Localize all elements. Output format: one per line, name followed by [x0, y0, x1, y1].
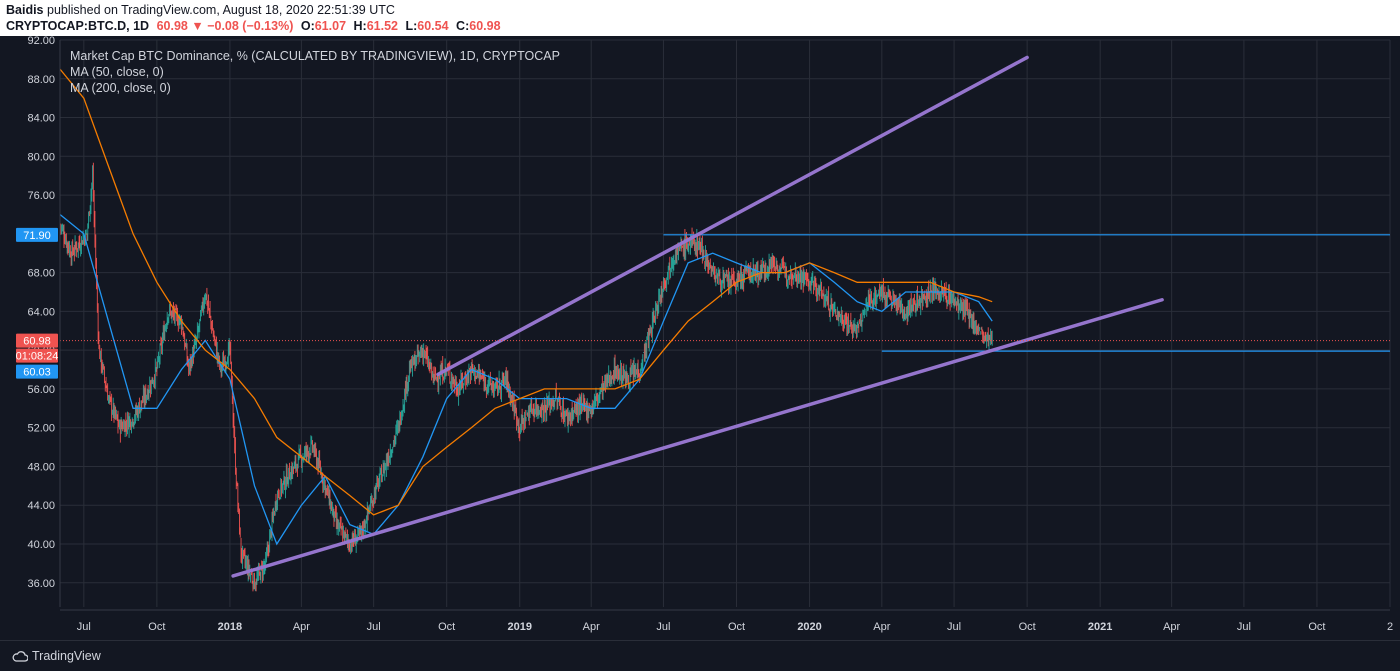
x-tick-label: Apr	[1163, 621, 1180, 633]
legend-ma200[interactable]: MA (200, close, 0)	[70, 81, 171, 95]
footer: TradingView	[0, 640, 1400, 671]
price-change: −0.08 (−0.13%)	[207, 19, 294, 33]
price-tag-label: 71.90	[23, 230, 51, 242]
x-tick-label: Oct	[728, 621, 745, 633]
open-value: 61.07	[314, 19, 347, 33]
author-name[interactable]: Baidis	[6, 3, 44, 17]
y-tick-label: 84.00	[27, 113, 55, 125]
chart-legend: Market Cap BTC Dominance, % (CALCULATED …	[70, 48, 560, 96]
price-chart[interactable]: 92.0088.0084.0080.0076.0072.0068.0064.00…	[0, 36, 1400, 640]
x-tick-label: Apr	[293, 621, 310, 633]
close-value: 60.98	[469, 19, 501, 33]
high-label: H:	[353, 19, 367, 33]
x-tick-label: Oct	[148, 621, 165, 633]
down-arrow-icon: ▼	[191, 19, 204, 33]
x-tick-label: 2	[1387, 621, 1393, 633]
x-axis[interactable]: Jul Oct 2018 Apr Jul Oct 2019 Apr Jul Oct 2020 Apr J…	[60, 609, 1393, 633]
legend-ma50[interactable]: MA (50, close, 0)	[70, 65, 164, 79]
chart-background	[0, 36, 1400, 640]
y-tick-label: 76.00	[27, 190, 55, 202]
chart-area[interactable]: 92.0088.0084.0080.0076.0072.0068.0064.00…	[0, 36, 1400, 640]
y-tick-label: 68.00	[27, 268, 55, 280]
x-tick-label: Jul	[77, 621, 91, 633]
ma200-line	[59, 68, 993, 516]
x-tick-label: Apr	[583, 621, 600, 633]
x-tick-label: Jul	[947, 621, 961, 633]
x-tick-label: Jul	[367, 621, 381, 633]
y-tick-label: 44.00	[27, 500, 55, 512]
price-tag-bg	[16, 227, 58, 242]
quote-line: CRYPTOCAP:BTC.D, 1D 60.98 ▼ −0.08 (−0.13…	[6, 19, 501, 33]
price-tag-bg	[16, 333, 58, 348]
trend-line	[231, 298, 1164, 578]
price-tag-label: 60.03	[23, 367, 51, 379]
x-tick-label: Oct	[438, 621, 455, 633]
x-tick-label: Jul	[1237, 621, 1251, 633]
price-tag-label: 60.98	[23, 336, 51, 348]
price-tag-bg	[16, 364, 58, 379]
y-tick-label: 52.00	[27, 423, 55, 435]
tradingview-logo[interactable]: TradingView	[12, 649, 101, 663]
x-tick-label: Apr	[873, 621, 890, 633]
y-tick-label: 56.00	[27, 384, 55, 396]
y-tick-label: 92.00	[27, 36, 55, 47]
grid-lines	[60, 39, 1391, 607]
y-tick-label: 36.00	[27, 578, 55, 590]
symbol-label[interactable]: CRYPTOCAP:BTC.D, 1D	[6, 19, 150, 33]
price-tag: 71.90	[16, 227, 58, 242]
x-tick-label: 2020	[797, 621, 821, 633]
x-tick-label: Oct	[1019, 621, 1036, 633]
y-tick-label: 64.00	[27, 306, 55, 318]
y-tick-label: 48.00	[27, 461, 55, 473]
drawings[interactable]	[60, 55, 1390, 578]
low-value: 60.54	[417, 19, 449, 33]
price-tag-bg	[16, 348, 58, 363]
publish-info: published on TradingView.com, August 18,…	[47, 3, 395, 17]
x-tick-label: 2021	[1088, 621, 1112, 633]
low-label: L:	[405, 19, 418, 33]
y-tick-label: 88.00	[27, 74, 55, 86]
price-tag-label: 01:08:24	[16, 351, 59, 363]
x-tick-label: 2018	[218, 621, 242, 633]
tradingview-brand: TradingView	[32, 649, 101, 663]
price-tag: 01:08:24	[16, 348, 59, 363]
y-tick-label: 80.00	[27, 151, 55, 163]
high-value: 61.52	[366, 19, 398, 33]
tradingview-cloud-icon	[12, 651, 28, 662]
legend-title[interactable]: Market Cap BTC Dominance, % (CALCULATED …	[70, 49, 560, 63]
x-tick-label: Oct	[1308, 621, 1325, 633]
price-tag: 60.98	[16, 333, 58, 348]
price-tag: 60.03	[16, 364, 58, 379]
publish-header: Baidis published on TradingView.com, Aug…	[0, 0, 1400, 36]
open-label: O:	[300, 19, 315, 33]
trend-line	[436, 55, 1029, 377]
price-tags: 71.90 60.98 01:08:24 60.03	[16, 227, 59, 379]
publish-line: Baidis published on TradingView.com, Aug…	[6, 3, 395, 17]
y-tick-label: 40.00	[27, 539, 55, 551]
x-tick-label: Jul	[656, 621, 670, 633]
x-tick-label: 2019	[508, 621, 532, 633]
last-price: 60.98	[156, 19, 188, 33]
close-label: C:	[456, 19, 470, 33]
moving-averages	[59, 68, 993, 546]
